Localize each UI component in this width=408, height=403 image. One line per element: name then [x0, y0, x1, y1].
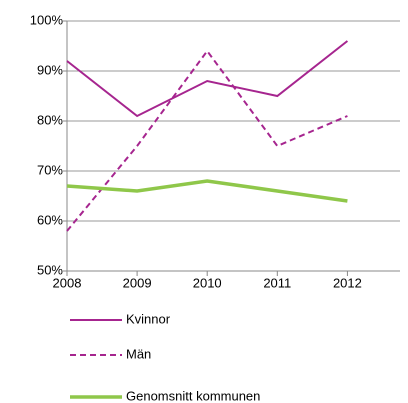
y-tick-label: 100%: [30, 12, 64, 27]
x-tick-label: 2012: [333, 275, 362, 290]
x-tick-label: 2009: [123, 275, 152, 290]
x-tick-label: 2008: [53, 275, 82, 290]
y-tick-label: 50%: [37, 262, 63, 277]
legend-label: Genomsnitt kommunen: [126, 388, 260, 403]
x-tick-label: 2011: [263, 275, 291, 290]
legend-label: Män: [126, 346, 151, 361]
series-line: [66, 179, 348, 203]
series-line: [66, 49, 348, 232]
y-tick-label: 60%: [37, 212, 63, 227]
legend-label: Kvinnor: [126, 311, 171, 326]
x-tick-label: 2010: [193, 275, 222, 290]
y-tick-label: 70%: [37, 162, 63, 177]
y-tick-label: 90%: [37, 62, 63, 77]
y-tick-label: 80%: [37, 112, 63, 127]
series-line: [66, 40, 349, 118]
